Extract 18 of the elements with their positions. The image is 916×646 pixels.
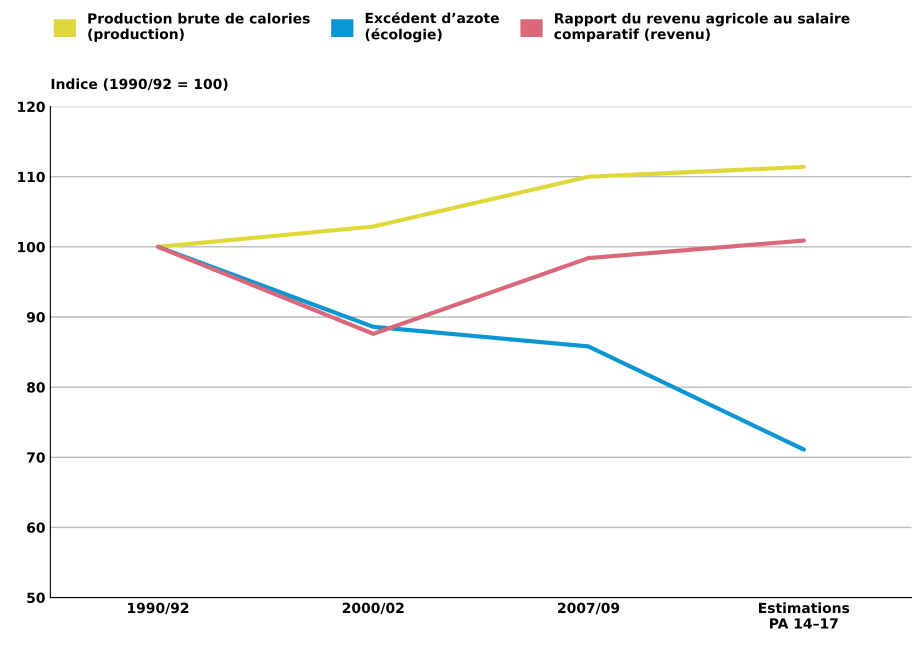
y-tick-label: 100 [18,242,45,252]
x-tick-label: 1990/92 [128,602,188,614]
x-tick-label: Estimations PA 14–17 [759,602,850,629]
line-series [156,164,806,249]
y-tick-label: 50 [27,592,45,604]
y-axis-title: Indice (1990/92 = 100) [52,78,228,91]
y-tick-label: 60 [27,522,45,533]
y-tick-label: 110 [18,172,45,182]
legend-label: Rapport du revenu agricole au salaire comparatif (revenu) [554,12,850,42]
y-tick-label: 80 [27,382,45,393]
legend-label: Excédent d’azote (écologie) [366,12,499,42]
y-tick-label: 120 [18,102,45,112]
x-tick-label: 2000/02 [342,602,404,614]
y-tick-label: 70 [27,452,45,463]
y-tick-label: 90 [26,312,45,322]
line-series [156,238,806,336]
x-tick-label: 2007/09 [558,602,620,614]
legend-label: Production brute de calories (production) [88,12,310,42]
